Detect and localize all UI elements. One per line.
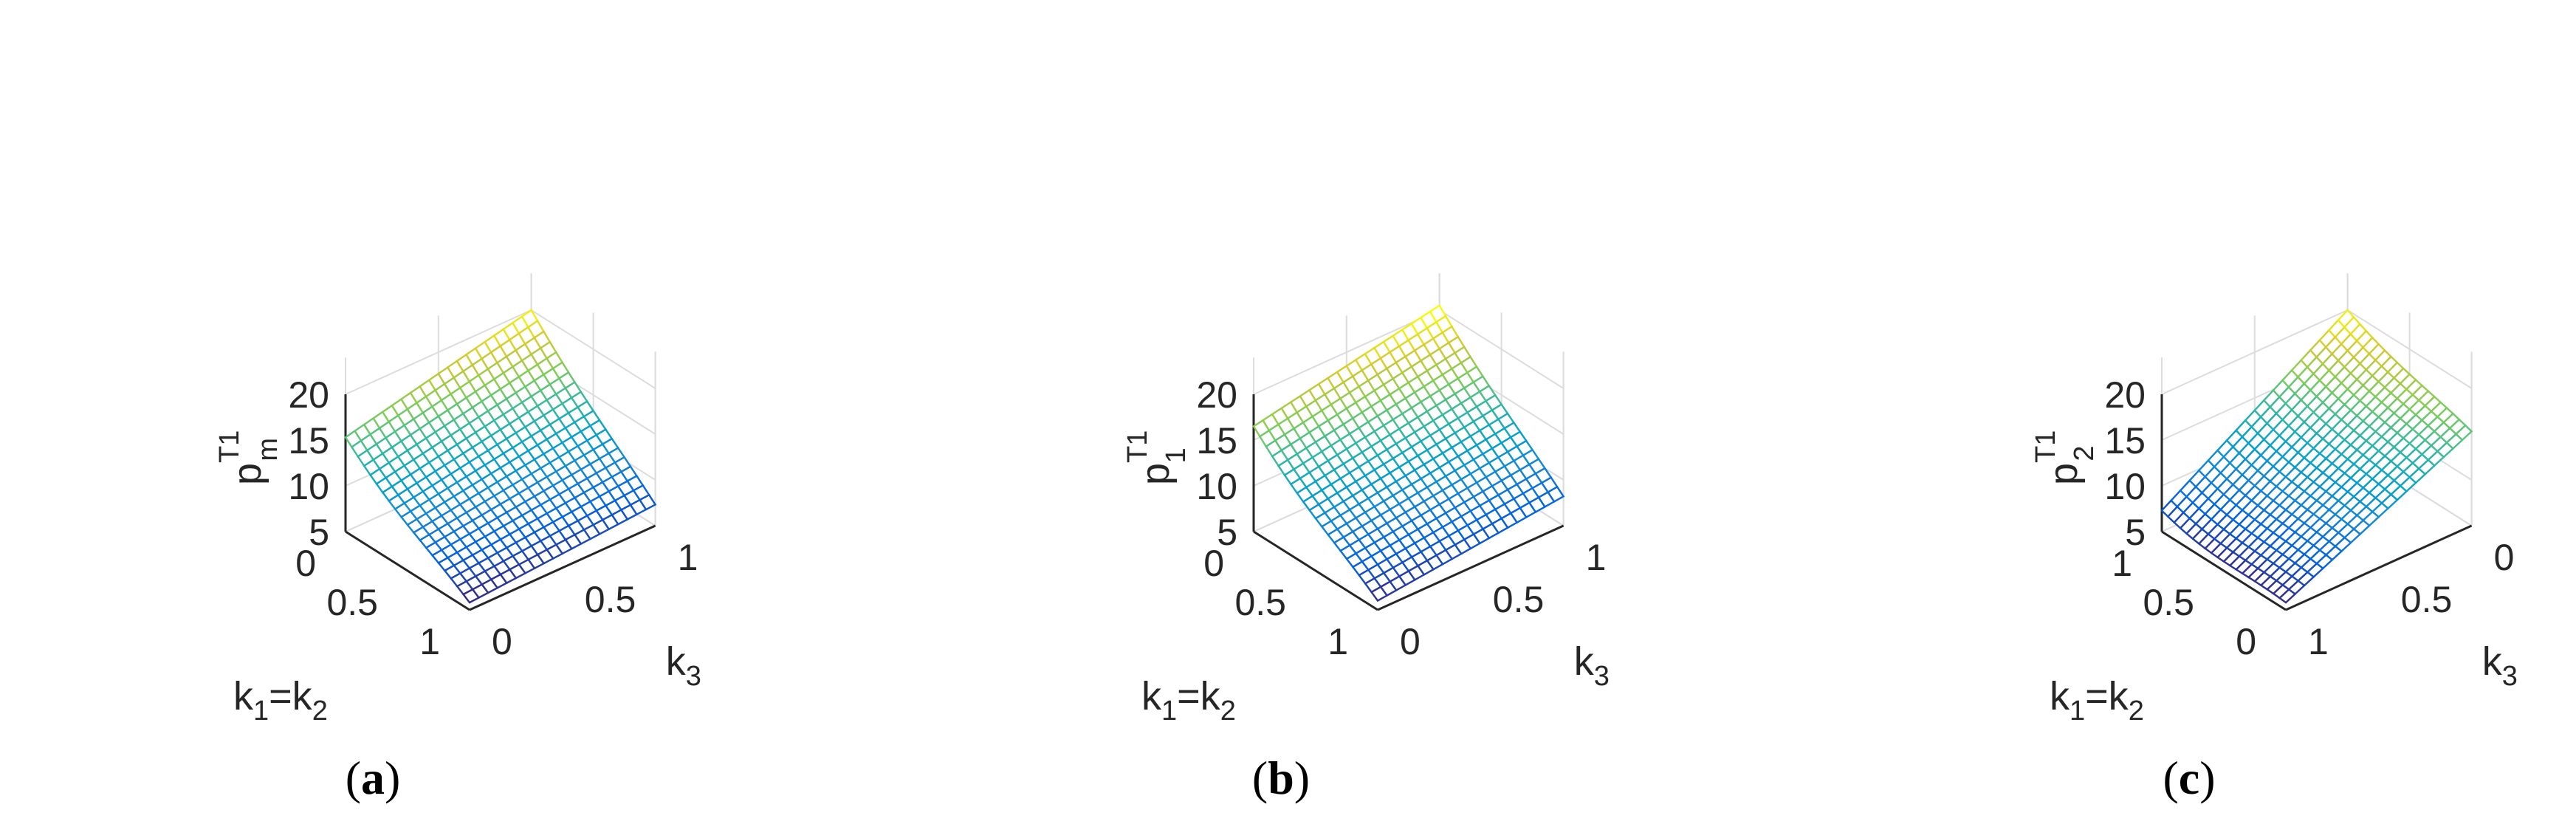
x-tick-label: 1	[2112, 543, 2132, 584]
surface-mesh-c	[2160, 309, 2473, 604]
z-tick-label: 15	[2104, 420, 2146, 461]
x-axis-line	[1253, 530, 1378, 611]
x-tick-label: 0	[295, 543, 316, 584]
y-tick-label: 0.5	[2401, 579, 2453, 620]
x-axis-label: k1=k2	[1141, 674, 1236, 727]
x-tick-label: 1	[419, 621, 440, 662]
x-axis-line	[2161, 530, 2287, 611]
y-axis-label: k3	[666, 639, 701, 692]
x-axis-label: k1=k2	[2050, 674, 2144, 727]
z-tick-label: 10	[1196, 466, 1237, 507]
z-tick-label: 20	[288, 374, 329, 416]
panel-caption: (c)	[2163, 752, 2215, 804]
x-tick-label: 0	[2236, 621, 2256, 662]
y-axis-label: k3	[1574, 639, 1610, 692]
y-tick-label: 0	[1400, 621, 1421, 662]
z-tick-label: 20	[2104, 374, 2146, 416]
z-axis-label: pT1 1	[1122, 431, 1192, 485]
y-tick-label: 0	[492, 621, 512, 662]
y-tick-label: 0.5	[1493, 579, 1545, 620]
z-tick-label: 5	[2125, 512, 2146, 553]
x-axis-line	[345, 530, 470, 611]
y-tick-label: 1	[678, 537, 698, 578]
mesh-cell	[2454, 424, 2473, 442]
x-tick-label: 0.5	[1234, 582, 1286, 623]
mesh-cell	[638, 493, 657, 511]
z-axis-label: pT1 m	[214, 430, 284, 485]
z-axis-label: pT1 2	[2030, 430, 2100, 485]
x-tick-label: 1	[1328, 621, 1348, 662]
z-tick-label: 15	[1196, 420, 1237, 461]
z-tick-label: 10	[2104, 466, 2146, 507]
surface-mesh-b	[1252, 304, 1565, 602]
panel-caption: (a)	[346, 752, 401, 804]
z-tick-label: 15	[288, 420, 329, 461]
mesh-cell	[1546, 485, 1565, 503]
x-tick-label: 0.5	[326, 582, 378, 623]
z-tick-label: 5	[309, 512, 329, 553]
x-tick-label: 0.5	[2143, 582, 2194, 623]
y-tick-label: 1	[1586, 537, 1607, 578]
x-tick-label: 0	[1203, 543, 1224, 584]
x-axis-label: k1=k2	[233, 674, 328, 727]
y-axis-line	[469, 524, 656, 611]
y-axis-line	[2285, 524, 2473, 611]
y-axis-line	[1377, 524, 1565, 611]
y-tick-label: 0	[2494, 537, 2515, 578]
z-tick-label: 20	[1196, 374, 1237, 416]
z-tick-label: 5	[1217, 512, 1237, 553]
surface-mesh-a	[344, 309, 657, 604]
y-tick-label: 1	[2308, 621, 2329, 662]
y-tick-label: 0.5	[585, 579, 636, 620]
y-axis-label: k3	[2482, 639, 2518, 692]
panel-caption: (b)	[1252, 752, 1310, 804]
z-tick-label: 10	[288, 466, 329, 507]
